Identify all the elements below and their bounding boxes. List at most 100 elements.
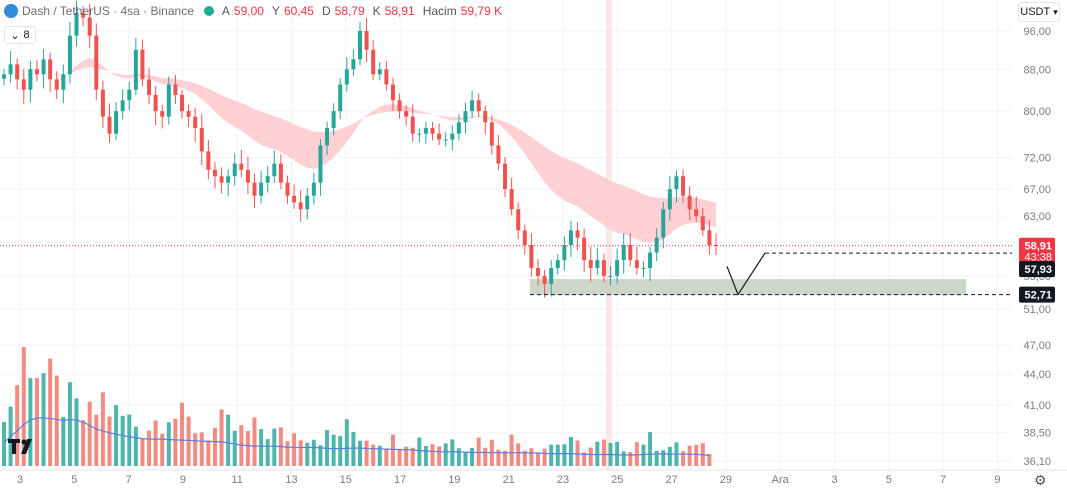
candle-body bbox=[87, 17, 92, 36]
candle-body bbox=[67, 35, 72, 75]
candle-body bbox=[252, 182, 257, 196]
time-tick: 11 bbox=[231, 474, 242, 486]
candle-body bbox=[476, 100, 481, 112]
time-tick: 7 bbox=[940, 474, 946, 486]
currency-button[interactable]: USDT ▾ bbox=[1018, 2, 1060, 22]
candle-body bbox=[54, 79, 59, 90]
volume-bar bbox=[358, 440, 362, 466]
candle-body bbox=[410, 116, 415, 134]
candle-body bbox=[522, 230, 527, 246]
candle-body bbox=[634, 260, 639, 268]
symbol-title[interactable]: Dash / TetherUS · 4sa · Binance bbox=[22, 4, 194, 18]
candle-body bbox=[575, 230, 580, 238]
time-tick: 19 bbox=[448, 474, 460, 486]
candle-body bbox=[423, 127, 428, 134]
candle-body bbox=[542, 275, 547, 284]
candle-body bbox=[226, 176, 231, 183]
volume-bar bbox=[628, 452, 633, 466]
volume-bar bbox=[212, 427, 217, 466]
volume-bar bbox=[94, 414, 99, 466]
volume-bar bbox=[661, 450, 666, 466]
settings-gear-icon[interactable]: ⚙ bbox=[1034, 472, 1047, 488]
volume-bar bbox=[252, 417, 257, 466]
candle-body bbox=[107, 116, 112, 134]
volume-bar bbox=[173, 418, 178, 466]
volume-bar bbox=[562, 444, 567, 466]
tradingview-logo bbox=[8, 439, 32, 454]
time-tick: 7 bbox=[126, 474, 132, 486]
candle-body bbox=[41, 59, 46, 75]
volume-bar bbox=[305, 442, 310, 466]
candle-body bbox=[615, 260, 620, 276]
time-tick: 5 bbox=[886, 474, 892, 486]
candle-body bbox=[496, 145, 501, 164]
level-1-label-bg bbox=[1019, 261, 1055, 278]
support-zone bbox=[530, 279, 966, 295]
candle-body bbox=[61, 74, 66, 90]
volume-bar bbox=[186, 416, 191, 466]
candle-body bbox=[311, 182, 316, 196]
volume-bar bbox=[41, 373, 46, 466]
candle-body bbox=[509, 189, 514, 210]
volume-bar bbox=[384, 448, 389, 466]
candle-body bbox=[667, 189, 672, 210]
volume-bar bbox=[199, 432, 204, 466]
volume-bar bbox=[648, 432, 653, 466]
symbol-header: Dash / TetherUS · 4sa · Binance A 59,00 Y… bbox=[4, 3, 506, 19]
price-tick: 51,00 bbox=[1023, 304, 1051, 316]
candle-body bbox=[417, 133, 422, 135]
volume-bar bbox=[127, 414, 132, 466]
volume-bar bbox=[272, 428, 277, 466]
level-2-label-bg bbox=[1019, 286, 1055, 303]
candle-body bbox=[219, 176, 224, 183]
candle-body bbox=[555, 260, 560, 268]
candle-body bbox=[28, 69, 33, 90]
candle-body bbox=[470, 100, 475, 112]
candle-body bbox=[21, 79, 26, 90]
candle-body bbox=[285, 182, 290, 196]
volume-bar bbox=[417, 437, 422, 466]
ribbon-bearish bbox=[36, 58, 717, 243]
candle-body bbox=[206, 151, 211, 170]
candle-body bbox=[714, 245, 718, 247]
candle-body bbox=[443, 139, 448, 141]
candle-body bbox=[147, 79, 152, 95]
candle-body bbox=[173, 84, 178, 95]
candles bbox=[2, 0, 718, 298]
interval-button[interactable]: ⌄ 8 bbox=[4, 26, 36, 44]
price-tick: 96,00 bbox=[1023, 26, 1051, 38]
volume-bar bbox=[450, 439, 455, 466]
candle-body bbox=[199, 127, 204, 152]
time-tick: 9 bbox=[180, 474, 186, 486]
candle-body bbox=[8, 64, 13, 75]
candle-body bbox=[601, 260, 606, 276]
projection-path bbox=[726, 252, 766, 296]
volume-bar bbox=[687, 445, 692, 466]
volume-bar bbox=[285, 441, 290, 466]
candle-body bbox=[160, 111, 165, 117]
candle-body bbox=[186, 111, 191, 117]
volume-bar bbox=[226, 414, 231, 466]
candle-body bbox=[245, 169, 250, 183]
candle-body bbox=[153, 94, 158, 112]
volume-bar bbox=[364, 440, 369, 466]
volume-bar bbox=[2, 422, 6, 466]
candle-body bbox=[358, 31, 362, 60]
volume-bar bbox=[522, 450, 527, 466]
volume-bar bbox=[694, 444, 699, 466]
candle-body bbox=[114, 111, 119, 134]
time-tick: 21 bbox=[503, 474, 515, 486]
last-price-label: 58,91 bbox=[1024, 241, 1052, 253]
candle-body bbox=[463, 111, 468, 123]
candle-body bbox=[687, 195, 692, 210]
volume-bar bbox=[496, 449, 501, 466]
volume-bar bbox=[575, 440, 580, 466]
volume-bar bbox=[100, 392, 105, 466]
volume-bar bbox=[21, 347, 26, 466]
candle-body bbox=[582, 237, 587, 261]
interval-value: 8 bbox=[23, 29, 30, 41]
candle-body bbox=[437, 133, 442, 140]
candle-body bbox=[641, 267, 646, 269]
